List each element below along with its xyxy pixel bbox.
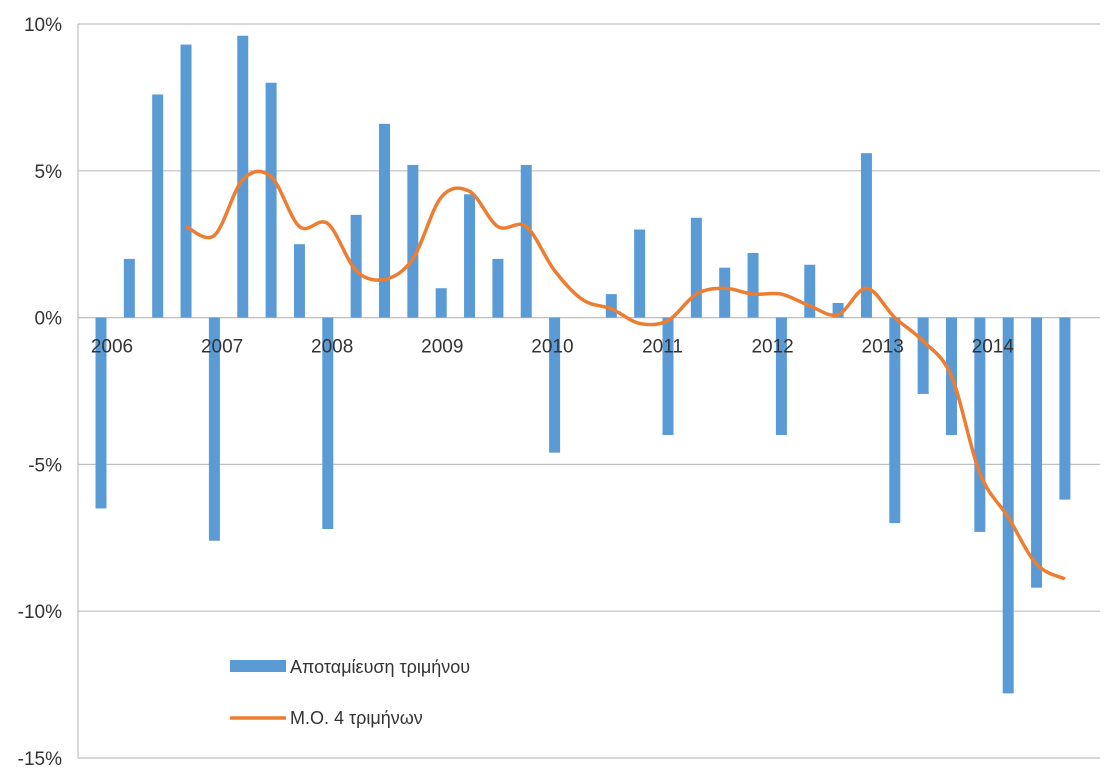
bar — [634, 229, 646, 318]
bar — [974, 317, 986, 532]
bar — [208, 317, 220, 541]
y-tick-label: -5% — [28, 455, 62, 476]
bar — [832, 302, 844, 318]
y-tick-label: 5% — [35, 162, 63, 183]
bar — [860, 153, 872, 318]
bar — [719, 267, 731, 318]
legend: Αποταμίευση τριμήνου Μ.Ο. 4 τριμήνων — [230, 657, 470, 728]
bar — [492, 258, 504, 318]
bar — [123, 258, 135, 318]
y-tick-label: -10% — [18, 602, 62, 623]
bar — [605, 294, 617, 318]
x-tick-label: 2014 — [972, 337, 1015, 358]
y-tick-label: 0% — [35, 309, 63, 330]
bar — [180, 44, 192, 318]
bar — [152, 94, 164, 318]
gridlines — [77, 23, 1100, 759]
bar — [435, 288, 447, 318]
x-tick-label: 2008 — [311, 337, 353, 358]
bar — [549, 317, 561, 453]
bar — [293, 244, 305, 318]
x-tick-label: 2009 — [421, 337, 463, 358]
bar — [379, 123, 390, 318]
bar — [917, 317, 929, 394]
bar — [747, 253, 759, 318]
bar — [95, 317, 107, 509]
bar-series — [95, 35, 1071, 694]
line-4q-average — [185, 169, 1066, 581]
bar — [265, 82, 277, 318]
bar — [520, 164, 532, 318]
bar — [1031, 317, 1043, 588]
bar — [237, 35, 249, 318]
bar — [804, 264, 816, 318]
legend-label-bars: Αποταμίευση τριμήνου — [290, 657, 470, 677]
bar — [407, 164, 419, 318]
x-tick-label: 2013 — [862, 337, 904, 358]
x-tick-label: 2006 — [91, 337, 133, 358]
x-tick-label: 2011 — [642, 337, 683, 358]
bar — [464, 194, 476, 318]
bar — [322, 317, 334, 529]
bar — [775, 317, 787, 436]
bar — [690, 217, 702, 318]
x-axis-tick-labels: 2006 2007 2008 2009 2010 2011 2012 2013 2014 — [91, 337, 1015, 358]
bar — [1059, 317, 1071, 500]
bar — [889, 317, 901, 524]
x-tick-label: 2010 — [531, 337, 573, 358]
y-axis-tick-labels: 10% 5% 0% -5% -10% -15% — [18, 15, 62, 769]
bar — [1002, 317, 1014, 694]
x-tick-label: 2007 — [201, 337, 243, 358]
bar — [350, 214, 362, 318]
legend-bar-swatch — [230, 660, 286, 672]
y-tick-label: -15% — [18, 749, 62, 769]
legend-label-line: Μ.Ο. 4 τριμήνων — [290, 708, 423, 728]
line-series — [185, 169, 1066, 581]
x-tick-label: 2012 — [751, 337, 793, 358]
y-tick-label: 10% — [24, 15, 62, 36]
bar — [662, 317, 674, 436]
